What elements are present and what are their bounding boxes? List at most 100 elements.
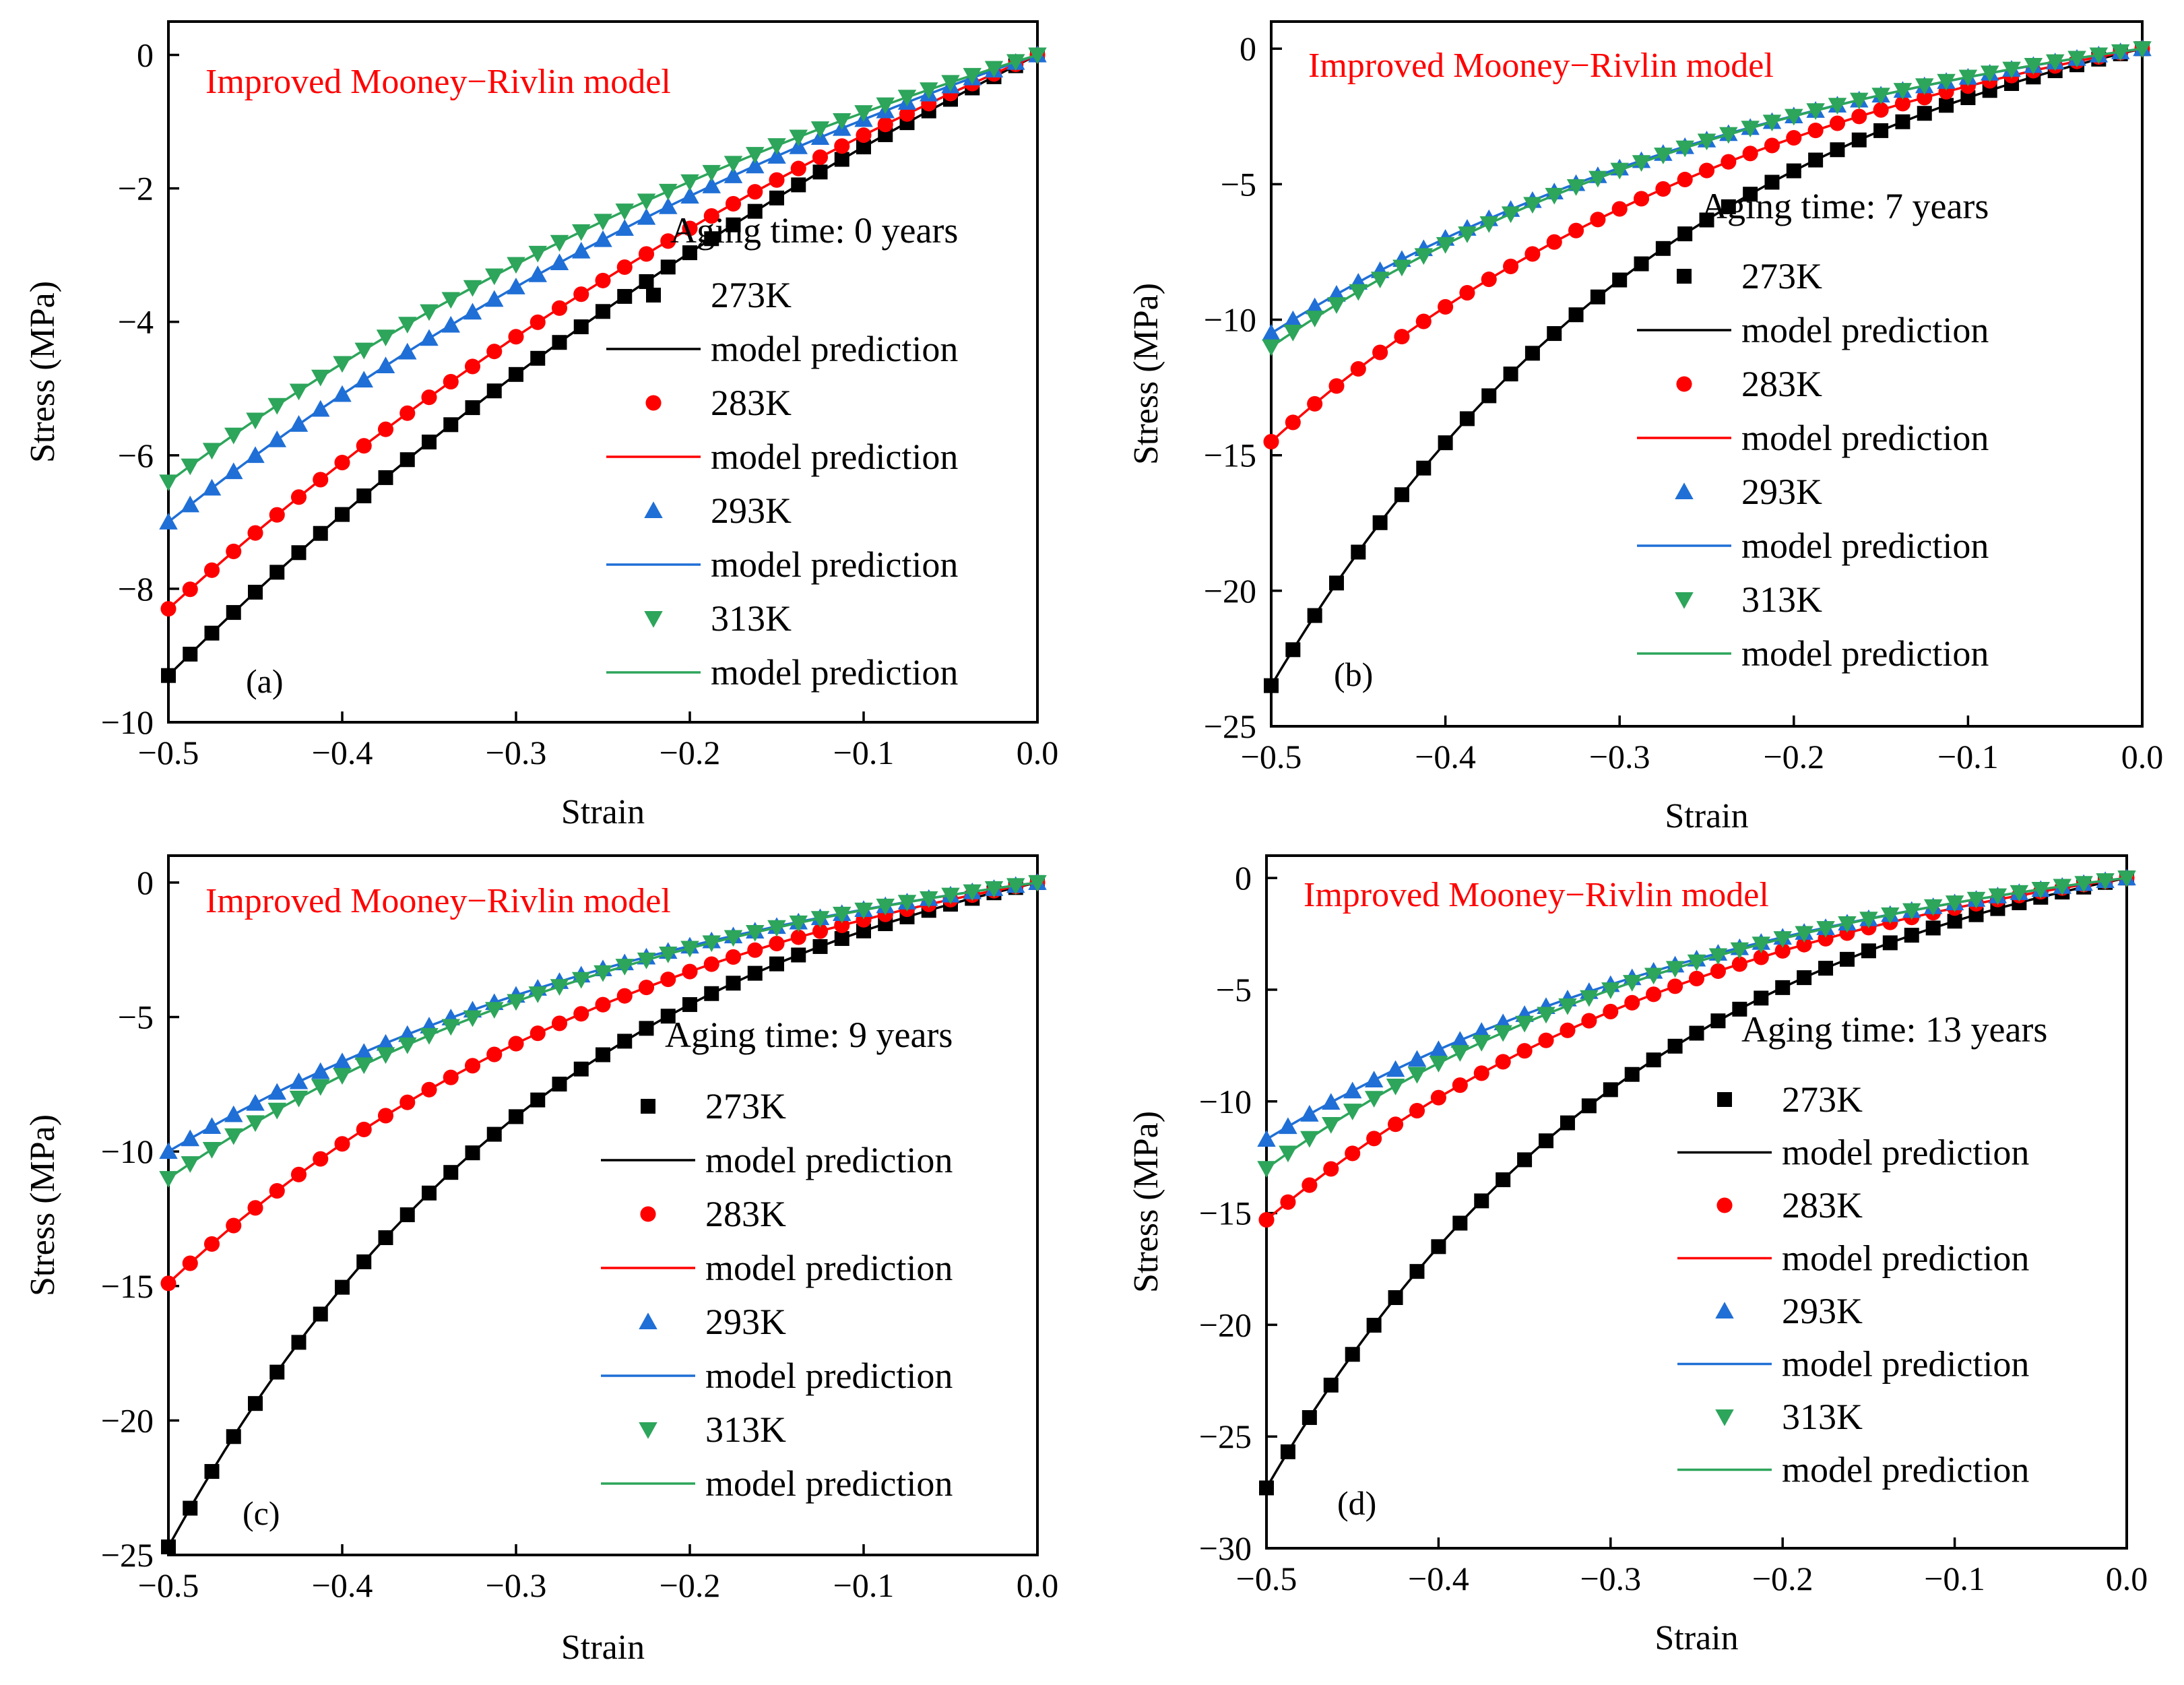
data-point-313K [1697, 133, 1716, 151]
data-point-313K [702, 164, 721, 182]
data-point-313K [202, 443, 222, 460]
data-point-313K [2067, 51, 2086, 68]
legend-label: 283K [705, 1194, 786, 1234]
data-point-313K [1902, 903, 1921, 920]
data-point-293K [1300, 1105, 1319, 1122]
data-point-293K [485, 290, 504, 307]
data-point-313K [984, 61, 1004, 78]
data-point-283K [529, 314, 546, 330]
data-point-273K [1667, 1038, 1683, 1054]
data-point-313K [2010, 885, 2029, 902]
data-point-313K [1838, 916, 1857, 933]
data-point-283K [899, 106, 916, 122]
y-tick-label: 0 [137, 36, 154, 74]
data-point-283K [1302, 1177, 1318, 1193]
data-point-313K [1988, 888, 2008, 905]
x-tick-label: 0.0 [1017, 734, 1059, 771]
data-point-273K [291, 545, 307, 561]
data-point-273K [1259, 1480, 1274, 1496]
data-point-293K [1429, 1040, 1448, 1058]
data-point-273K [399, 1207, 415, 1223]
legend-marker-283K [645, 395, 662, 411]
data-point-313K [833, 113, 852, 130]
data-point-313K [941, 887, 960, 905]
y-tick-label: −10 [101, 1133, 154, 1170]
data-point-273K [791, 947, 806, 963]
data-point-313K [181, 1156, 199, 1173]
data-point-313K [702, 935, 721, 953]
data-point-313K [1028, 47, 1047, 65]
data-point-273K [596, 1047, 610, 1062]
data-point-273K [1366, 1317, 1382, 1333]
legend-label: model prediction [711, 544, 958, 585]
data-point-313K [1028, 875, 1047, 892]
data-point-273K [422, 435, 437, 450]
data-point-313K [528, 245, 547, 263]
legend-label: 293K [1782, 1291, 1863, 1331]
legend-marker-313K [1675, 592, 1694, 609]
data-point-273K [856, 139, 871, 155]
data-point-283K [1495, 1054, 1511, 1070]
y-tick-label: −15 [101, 1267, 154, 1305]
data-point-273K [465, 1145, 480, 1161]
legend-marker-273K [1717, 1092, 1732, 1107]
data-point-313K [1006, 54, 1025, 71]
data-point-283K [486, 344, 503, 360]
data-point-283K [1503, 258, 1519, 274]
data-point-283K [1394, 329, 1410, 345]
data-point-293K [1283, 310, 1303, 327]
data-point-293K [311, 1062, 330, 1079]
data-point-283K [334, 455, 350, 471]
data-point-273K [1438, 435, 1453, 451]
y-tick-label: −25 [1199, 1418, 1252, 1455]
data-point-313K [1923, 899, 1943, 916]
data-point-273K [443, 1165, 459, 1180]
data-point-273K [812, 164, 828, 180]
data-point-293K [289, 415, 309, 432]
data-point-293K [507, 278, 525, 294]
data-point-313K [1966, 891, 1986, 909]
data-point-283K [226, 543, 242, 559]
legend-marker-293K [644, 501, 663, 518]
data-point-283K [399, 405, 416, 421]
y-tick-label: −30 [1199, 1529, 1252, 1567]
data-point-283K [1710, 963, 1726, 980]
x-axis-title: Strain [1665, 797, 1748, 835]
data-point-313K [485, 1002, 504, 1019]
data-point-313K [1370, 272, 1390, 289]
data-point-293K [333, 385, 352, 402]
data-point-313K [1859, 912, 1878, 929]
data-point-283K [269, 1183, 285, 1199]
data-point-313K [1687, 954, 1706, 972]
model-title: Improved Mooney−Rivlin model [205, 63, 671, 101]
data-point-283K [1646, 986, 1662, 1003]
data-point-273K [443, 417, 459, 433]
data-point-273K [704, 986, 719, 1001]
y-tick-label: −5 [1216, 971, 1252, 1009]
legend-marker-313K [644, 611, 663, 628]
data-point-313K [572, 224, 591, 241]
legend-marker-283K [1716, 1197, 1733, 1213]
data-point-273K [660, 259, 676, 275]
data-point-273K [573, 1061, 589, 1077]
legend-label: 313K [1741, 579, 1822, 620]
data-point-293K [463, 303, 482, 320]
data-point-313K [398, 1037, 417, 1054]
legend-label: model prediction [1782, 1238, 2029, 1279]
panel-label: (d) [1337, 1484, 1376, 1522]
data-point-313K [1392, 259, 1411, 277]
data-point-313K [2096, 873, 2115, 890]
legend-label: 313K [1782, 1397, 1863, 1437]
data-point-273K [1947, 914, 1962, 929]
data-point-313K [1386, 1079, 1405, 1095]
data-point-313K [1537, 1007, 1555, 1024]
y-tick-label: −10 [1199, 1083, 1252, 1120]
data-point-313K [1343, 1104, 1362, 1120]
x-tick-label: −0.2 [1763, 738, 1824, 775]
legend-title: Aging time: 7 years [1701, 186, 1989, 226]
data-point-313K [1279, 1145, 1297, 1163]
x-tick-label: −0.3 [1589, 738, 1650, 775]
data-point-273K [465, 400, 480, 416]
data-point-273K [1459, 411, 1475, 426]
legend-marker-273K [641, 1099, 655, 1114]
